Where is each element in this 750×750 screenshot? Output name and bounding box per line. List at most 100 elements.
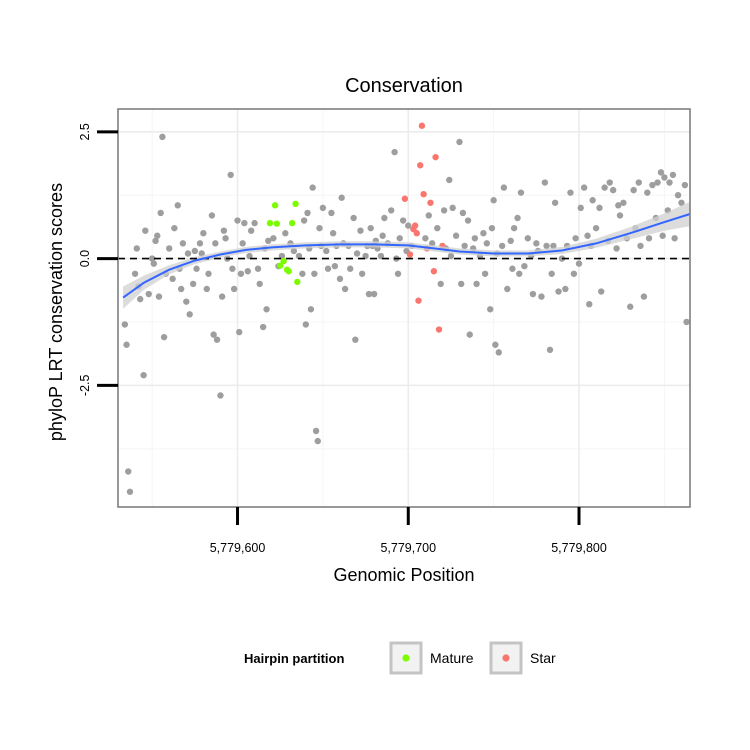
y-tick-label: 2.5 <box>78 123 92 140</box>
data-point <box>550 242 557 250</box>
data-point <box>200 230 207 237</box>
data-point <box>227 171 234 179</box>
data-point <box>681 181 689 189</box>
plot-border <box>117 108 691 508</box>
data-point <box>159 133 166 141</box>
data-point <box>251 219 258 227</box>
data-point <box>678 199 685 206</box>
data-point <box>586 300 593 308</box>
data-point <box>179 240 187 247</box>
data-point <box>152 237 159 245</box>
data-point <box>271 202 279 209</box>
data-point <box>500 184 508 191</box>
data-point <box>222 235 229 242</box>
data-point <box>266 219 274 227</box>
data-point <box>627 303 634 310</box>
data-point <box>529 290 537 298</box>
data-point <box>311 270 318 277</box>
data-point <box>244 268 251 275</box>
data-point <box>538 293 545 300</box>
data-point <box>230 285 238 293</box>
data-point <box>126 488 134 495</box>
data-point <box>312 427 320 435</box>
data-point <box>434 224 441 232</box>
data-point <box>239 240 246 247</box>
data-point <box>263 306 270 313</box>
data-point <box>548 270 555 277</box>
data-point <box>336 275 344 283</box>
data-point <box>350 214 357 222</box>
plot-panel <box>118 109 690 507</box>
data-point <box>270 235 277 242</box>
data-point <box>483 240 491 247</box>
data-point <box>458 280 465 288</box>
data-point <box>136 295 144 303</box>
data-point <box>329 230 337 237</box>
data-point <box>295 252 303 260</box>
legend-marker <box>502 654 510 662</box>
data-point <box>413 230 421 237</box>
data-point <box>299 270 306 277</box>
data-point <box>150 260 158 267</box>
data-point <box>294 278 301 286</box>
data-point <box>649 181 656 189</box>
data-point <box>189 280 197 288</box>
data-point <box>492 341 499 348</box>
data-point <box>177 285 185 293</box>
data-point <box>630 186 637 194</box>
data-point <box>577 204 584 212</box>
legend-entry-star: Star <box>489 641 556 675</box>
data-point <box>464 217 472 224</box>
data-point <box>208 212 216 219</box>
data-point <box>645 235 653 242</box>
data-point <box>183 298 190 305</box>
data-point <box>217 392 224 399</box>
data-point <box>613 245 620 252</box>
data-point <box>379 232 386 239</box>
data-point <box>517 189 525 196</box>
data-point <box>401 195 409 202</box>
data-point <box>285 268 292 275</box>
legend-title: Hairpin partition <box>244 651 344 666</box>
data-point <box>507 237 514 245</box>
data-point <box>205 270 212 277</box>
data-point <box>659 232 666 239</box>
data-point <box>411 222 419 229</box>
data-point <box>309 184 316 191</box>
legend-key <box>389 641 423 675</box>
y-tick-label: -2.5 <box>78 374 92 396</box>
data-point <box>481 270 489 277</box>
data-point <box>323 247 330 255</box>
data-point <box>148 255 156 262</box>
data-point <box>555 288 562 295</box>
data-point <box>391 148 398 156</box>
data-point <box>316 224 323 232</box>
data-point <box>236 328 243 336</box>
data-point <box>644 189 651 196</box>
data-point <box>473 280 480 288</box>
data-point <box>399 217 407 224</box>
data-point <box>198 250 205 257</box>
data-point <box>567 189 574 196</box>
data-point <box>145 290 152 298</box>
data-point <box>362 252 369 260</box>
data-point <box>671 235 678 242</box>
legend-marker <box>402 654 410 662</box>
data-point <box>616 212 624 219</box>
data-point <box>171 224 178 232</box>
data-point <box>415 297 422 304</box>
data-point <box>432 153 439 161</box>
data-point <box>459 209 467 217</box>
data-point <box>435 326 443 333</box>
legend-label: Star <box>530 650 556 666</box>
data-point <box>241 219 248 227</box>
data-point <box>319 204 327 212</box>
data-point <box>387 207 395 214</box>
data-point <box>396 235 403 242</box>
data-point <box>331 262 339 270</box>
chart-title: Conservation <box>345 75 463 97</box>
data-point <box>131 270 139 277</box>
data-point <box>669 171 677 179</box>
data-point <box>425 212 432 219</box>
data-point <box>288 219 296 227</box>
